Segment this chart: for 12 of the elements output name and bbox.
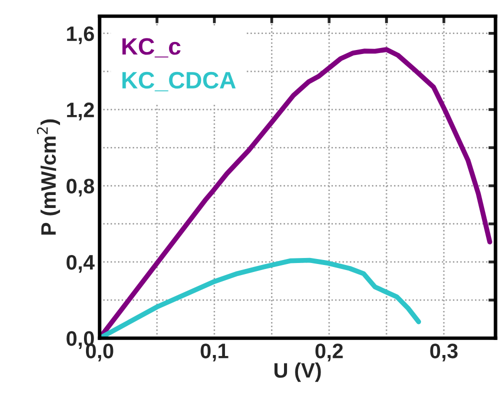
text: KC_c [122,38,181,58]
x-tick-label: 0,2 [315,344,343,362]
x-tick-label: 0,3 [430,344,458,362]
x-tick-label: 0,1 [200,344,228,362]
y-tick-label: 0,4 [66,254,95,273]
y-axis-title: P (mW/cm$^{2}$) [36,119,60,235]
y-tick-label: 1,6 [67,26,94,44]
text: KC_CDCA [122,72,236,92]
y-tick-label: 0,8 [66,178,94,197]
x-axis-title: U (V) [274,362,321,382]
y-tick-label: 1,2 [67,102,94,120]
line-series [100,258,422,338]
